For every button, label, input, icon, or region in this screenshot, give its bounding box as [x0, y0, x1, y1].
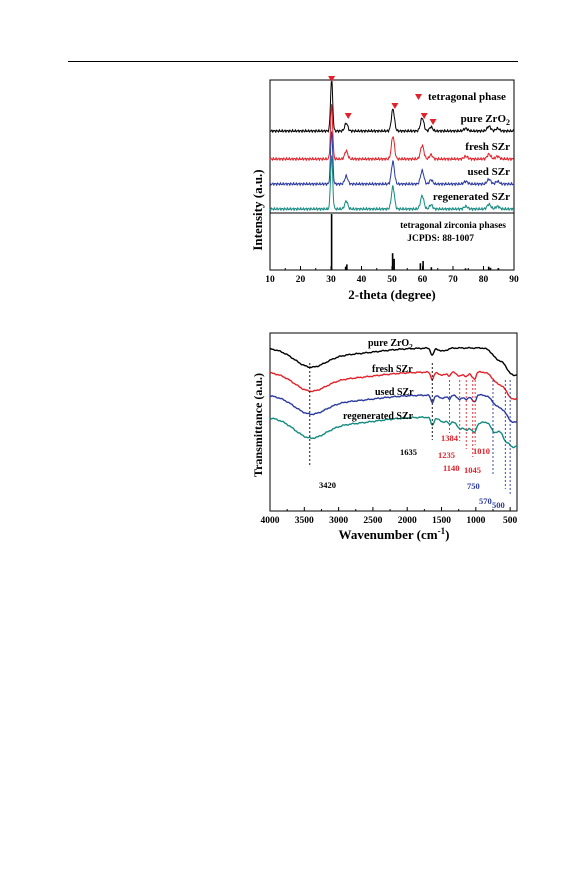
- xrd-x-tick-label-5: 60: [418, 275, 428, 285]
- ftir-annotation-label-9: 500: [492, 500, 505, 510]
- xrd-x-tick-label-6: 70: [448, 275, 458, 285]
- ftir-annotation-label-1: 1635: [400, 447, 417, 457]
- xrd-series-label-main-0: pure ZrO: [461, 113, 507, 125]
- xrd-series-label-main-1: fresh SZr: [465, 141, 510, 153]
- page-header-rule: [68, 61, 518, 62]
- ftir-annotation-label-2: 1384: [441, 433, 459, 443]
- ftir-x-axis-label-main: Wavenumber (cm: [339, 527, 438, 542]
- xrd-chart-panel: pure ZrO2 fresh SZr used SZr regenerated SZ…: [0, 70, 585, 310]
- xrd-chart: pure ZrO2 fresh SZr used SZr regenerated SZ…: [250, 76, 519, 302]
- xrd-x-axis-label: 2-theta (degree): [348, 287, 435, 302]
- xrd-series-label-1: fresh SZr: [465, 141, 510, 153]
- ftir-series-line-0: [269, 346, 518, 377]
- xrd-series-label-main-2: used SZr: [468, 166, 511, 178]
- ftir-annotation-label-0: 3420: [319, 480, 336, 490]
- ftir-x-tick-label-7: 500: [503, 516, 518, 526]
- ftir-series-line-3: [269, 416, 518, 449]
- xrd-x-tick-label-3: 40: [357, 275, 367, 285]
- ftir-x-axis-label-close: ): [445, 527, 449, 542]
- xrd-series-label-0: pure ZrO2: [461, 113, 510, 127]
- ftir-annotation-label-3: 1235: [438, 450, 455, 460]
- xrd-x-tick-label-0: 10: [265, 275, 275, 285]
- xrd-tetragonal-marker-0: [328, 76, 336, 82]
- ftir-x-tick-label-3: 2500: [363, 516, 382, 526]
- xrd-x-tick-label-8: 90: [509, 275, 519, 285]
- xrd-x-tick-label-2: 30: [326, 275, 336, 285]
- ftir-annotation-label-6: 1010: [473, 446, 490, 456]
- xrd-series-label-2: used SZr: [468, 166, 511, 178]
- xrd-series-line-2: [269, 131, 515, 187]
- ftir-x-axis-label-sup: -1: [438, 526, 446, 536]
- ftir-series-label-1: fresh SZr: [372, 364, 413, 375]
- ftir-chart: pure ZrO2 fresh SZr used SZr regenerated SZ…: [251, 332, 518, 542]
- xrd-tetragonal-marker-4: [429, 119, 437, 125]
- xrd-reference-code: JCPDS: 88-1007: [407, 234, 474, 244]
- ftir-series-label-2: used SZr: [375, 387, 414, 398]
- xrd-tetragonal-marker-2: [391, 103, 399, 109]
- ftir-chart-panel: pure ZrO2 fresh SZr used SZr regenerated SZ…: [0, 325, 585, 550]
- ftir-x-tick-label-1: 3500: [295, 516, 314, 526]
- ftir-series-label-0: pure ZrO2: [368, 338, 413, 351]
- ftir-x-tick-label-0: 4000: [261, 516, 280, 526]
- ftir-plot-frame: [269, 332, 518, 512]
- ftir-series-label-main-1: fresh SZr: [372, 364, 413, 375]
- xrd-reference-title: tetragonal zirconia phases: [400, 221, 506, 231]
- xrd-series-line-0: [269, 78, 515, 134]
- xrd-x-tick-label-7: 80: [479, 275, 489, 285]
- xrd-tetragonal-marker-1: [344, 113, 352, 119]
- ftir-series-label-main-2: used SZr: [375, 387, 414, 398]
- ftir-annotation-label-5: 1045: [464, 465, 481, 475]
- xrd-series-label-main-3: regenerated SZr: [433, 191, 510, 203]
- ftir-annotation-label-4: 1140: [443, 463, 460, 473]
- xrd-x-tick-label-1: 20: [296, 275, 306, 285]
- xrd-legend-label: tetragonal phase: [428, 91, 506, 103]
- ftir-series-label-sub-0: 2: [409, 343, 413, 351]
- ftir-annotation-label-8: 570: [479, 496, 492, 506]
- xrd-series-line-3: [269, 155, 515, 212]
- xrd-tetragonal-marker-3: [420, 113, 428, 119]
- ftir-x-axis-label: Wavenumber (cm-1): [339, 526, 450, 542]
- ftir-series-label-3: regenerated SZr: [343, 411, 414, 422]
- ftir-y-axis-label: Transmittance (a.u.): [251, 373, 265, 477]
- xrd-series-label-sub-0: 2: [506, 118, 510, 127]
- xrd-y-axis-label: Intensity (a.u.): [250, 169, 265, 250]
- ftir-series-label-main-3: regenerated SZr: [343, 411, 414, 422]
- xrd-x-tick-label-4: 50: [387, 275, 397, 285]
- ftir-series-label-main-0: pure ZrO: [368, 338, 409, 349]
- ftir-x-tick-label-2: 3000: [329, 516, 348, 526]
- ftir-series-line-2: [269, 393, 518, 424]
- ftir-x-tick-label-6: 1000: [466, 516, 485, 526]
- xrd-series-label-3: regenerated SZr: [433, 191, 510, 203]
- ftir-series-line-1: [269, 370, 518, 401]
- xrd-series-line-1: [269, 104, 515, 162]
- ftir-x-tick-label-4: 2000: [398, 516, 417, 526]
- ftir-x-tick-label-5: 1500: [432, 516, 451, 526]
- ftir-annotation-label-7: 750: [467, 481, 480, 491]
- xrd-legend-marker: [415, 94, 422, 100]
